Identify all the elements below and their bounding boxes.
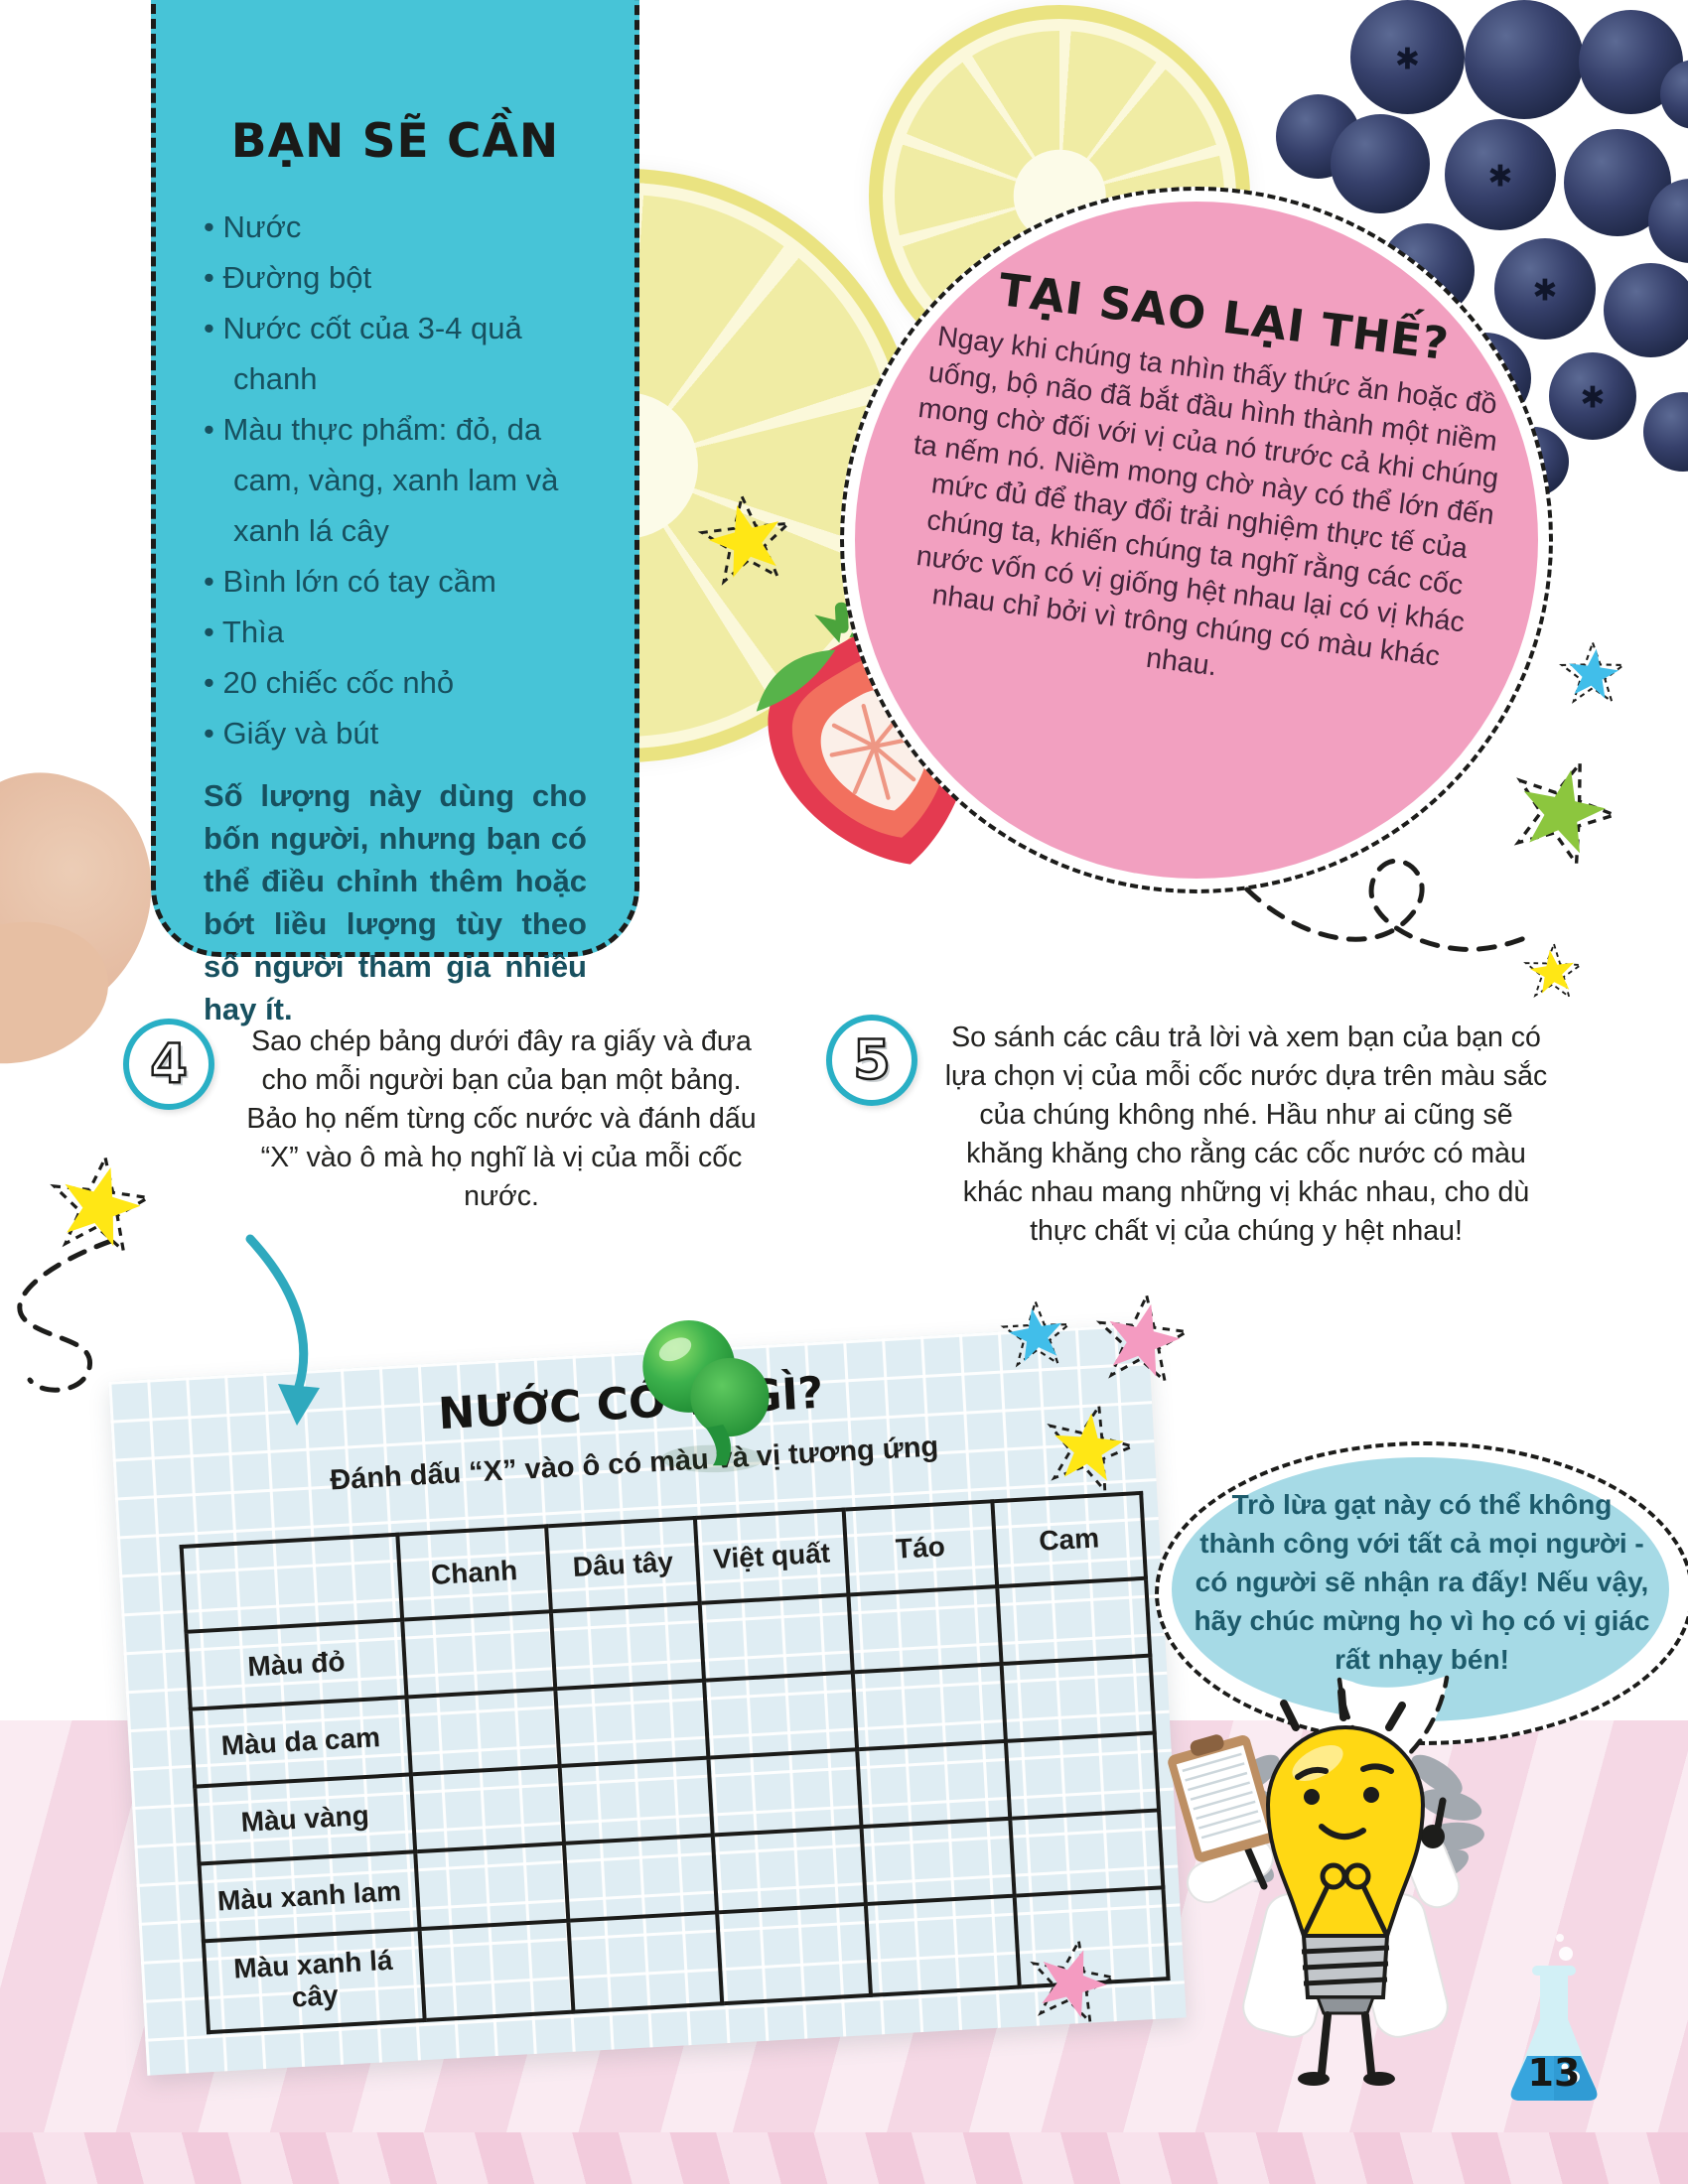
answer-cell	[861, 1818, 1015, 1905]
supplies-list: Nước Đường bột Nước cốt của 3-4 quả chan…	[204, 202, 587, 758]
column-header: Chanh	[397, 1526, 551, 1620]
list-item: Giấy và bút	[204, 708, 587, 758]
blueberry-image	[1331, 114, 1430, 213]
answer-cell	[415, 1843, 569, 1930]
why-circle-fill: TẠI SAO LẠI THẾ? Ngay khi chúng ta nhìn …	[855, 202, 1538, 879]
answer-cell	[717, 1904, 871, 2004]
answer-cell	[699, 1594, 853, 1681]
row-label: Màu vàng	[195, 1774, 416, 1864]
column-header: Cam	[992, 1492, 1146, 1587]
step-4-badge: 4	[123, 1019, 214, 1110]
step-4-number: 4	[149, 1031, 189, 1097]
page-number: 13	[1527, 2051, 1581, 2095]
row-label: Màu xanh lam	[199, 1851, 420, 1942]
filament	[1303, 1862, 1388, 1935]
supplies-note: Số lượng này dùng cho bốn người, nhưng b…	[204, 778, 587, 1026]
list-item: Màu thực phẩm: đỏ, da cam, vàng, xanh la…	[204, 404, 587, 556]
supplies-title: BẠN SẼ CẦN	[230, 114, 560, 169]
blueberry-image	[1445, 119, 1556, 230]
row-label: Màu đỏ	[186, 1619, 407, 1709]
answer-cell	[712, 1827, 866, 1913]
answer-cell	[550, 1602, 705, 1690]
list-item: Thìa	[204, 607, 587, 657]
blueberry-image	[1494, 238, 1596, 340]
answer-cell	[568, 1912, 723, 2012]
star-icon	[1047, 1402, 1138, 1495]
star-icon	[1523, 941, 1584, 1000]
answer-cell	[410, 1766, 564, 1852]
pushpin-icon	[642, 1320, 770, 1473]
answer-cell	[402, 1611, 556, 1698]
legs	[1318, 2011, 1375, 2077]
step-5-text: So sánh các câu trả lời và xem bạn của b…	[944, 1022, 1548, 1247]
answer-cell	[704, 1672, 858, 1758]
column-header: Việt quất	[694, 1509, 849, 1603]
step-4-text: Sao chép bảng dưới đây ra giấy và đưa ch…	[246, 1025, 757, 1212]
list-item: 20 chiếc cốc nhỏ	[204, 657, 587, 708]
step-5-badge: 5	[826, 1015, 917, 1106]
list-item: Đường bột	[204, 252, 587, 303]
corner-cell	[181, 1534, 403, 1632]
list-item: Nước	[204, 202, 587, 252]
taste-table: Chanh Dâu tây Việt quất Táo Cam Màu đỏ M…	[180, 1491, 1171, 2034]
star-icon	[1095, 1291, 1192, 1385]
star-icon	[1513, 758, 1620, 869]
answer-cell	[708, 1749, 862, 1836]
answer-cell	[419, 1920, 574, 2021]
star-icon	[1559, 639, 1626, 704]
star-icon	[1030, 1937, 1118, 2026]
answer-cell	[997, 1577, 1151, 1665]
row-label: Màu da cam	[190, 1697, 411, 1787]
list-item: Nước cốt của 3-4 quả chanh	[204, 303, 587, 404]
answer-cell	[852, 1664, 1006, 1750]
blueberry-image	[1643, 392, 1688, 472]
why-body: Ngay khi chúng ta nhìn thấy thức ăn hoặc…	[912, 320, 1500, 683]
flask-icon	[1510, 1934, 1598, 2101]
answer-cell	[563, 1835, 718, 1921]
blueberry-image	[1604, 263, 1688, 357]
answer-cell	[865, 1895, 1020, 1995]
blueberry-image	[1465, 0, 1584, 119]
pink-tablecloth-edge	[0, 2132, 1688, 2184]
speech-bubble-text: Trò lừa gạt này có thể không thành công …	[1194, 1489, 1650, 1675]
answer-cell	[848, 1586, 1002, 1673]
blueberry-image	[1350, 0, 1465, 114]
bulb-head	[1265, 1724, 1426, 1938]
list-item: Bình lớn có tay cầm	[204, 556, 587, 607]
answer-cell	[406, 1689, 560, 1775]
column-header: Dâu tây	[546, 1518, 700, 1612]
supplies-box: BẠN SẼ CẦN Nước Đường bột Nước cốt của 3…	[151, 0, 639, 1026]
lightbulb-professor-character	[1168, 1688, 1484, 2086]
answer-cell	[559, 1757, 713, 1843]
row-label: Màu xanh lá cây	[203, 1929, 425, 2033]
why-circle: TẠI SAO LẠI THẾ? Ngay khi chúng ta nhìn …	[840, 187, 1553, 893]
star-icon	[697, 491, 793, 586]
answer-cell	[857, 1740, 1011, 1828]
column-header: Táo	[843, 1501, 998, 1595]
clipboard-icon	[1168, 1734, 1277, 1862]
answer-cell	[555, 1680, 709, 1767]
step-5-number: 5	[852, 1027, 892, 1093]
star-icon	[1000, 1298, 1072, 1368]
star-icon	[50, 1153, 153, 1256]
blueberry-image	[1549, 352, 1636, 440]
